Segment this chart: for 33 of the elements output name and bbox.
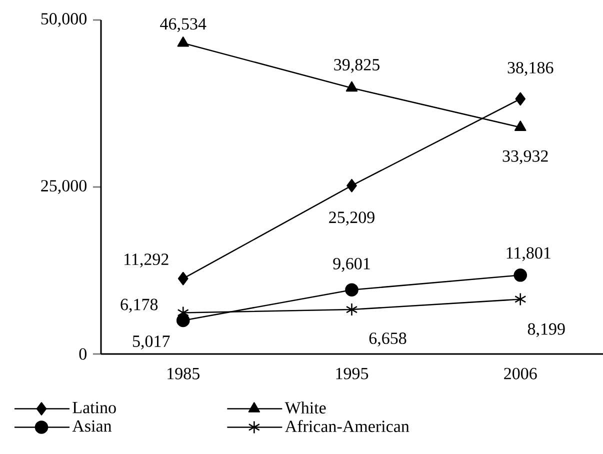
legend-label: African-American (284, 420, 410, 432)
data-label: 25,209 (329, 212, 374, 226)
data-label: 33,932 (502, 150, 548, 164)
x-tick-label: 2006 (504, 368, 537, 380)
point (345, 283, 358, 297)
y-tick-label: 0 (79, 348, 86, 360)
data-label: 9,601 (333, 258, 370, 272)
legend-label: Asian (72, 420, 112, 432)
data-label: 39,825 (334, 59, 380, 73)
data-label: 6,178 (120, 298, 158, 313)
data-label: 46,534 (160, 18, 206, 32)
x-tick-label: 1985 (168, 368, 200, 380)
x-tick-label: 1995 (336, 368, 368, 380)
point (514, 120, 526, 131)
data-label: 5,017 (132, 336, 170, 350)
point (346, 178, 357, 192)
data-label: 38,186 (508, 62, 554, 76)
y-tick-label: 25,000 (41, 180, 86, 194)
point (176, 314, 190, 328)
point (346, 302, 358, 316)
legend-label: Latino (72, 402, 116, 414)
point (515, 92, 526, 106)
data-label: 6,658 (369, 332, 406, 346)
data-label: 11,292 (124, 254, 168, 268)
point (514, 292, 526, 306)
point (514, 268, 528, 282)
point (346, 81, 358, 92)
data-label: 11,801 (506, 247, 550, 262)
point (177, 36, 189, 47)
legend-label: White (284, 402, 326, 414)
y-tick-label: 50,000 (41, 13, 86, 27)
data-label: 8,199 (528, 323, 565, 338)
point (178, 272, 188, 286)
